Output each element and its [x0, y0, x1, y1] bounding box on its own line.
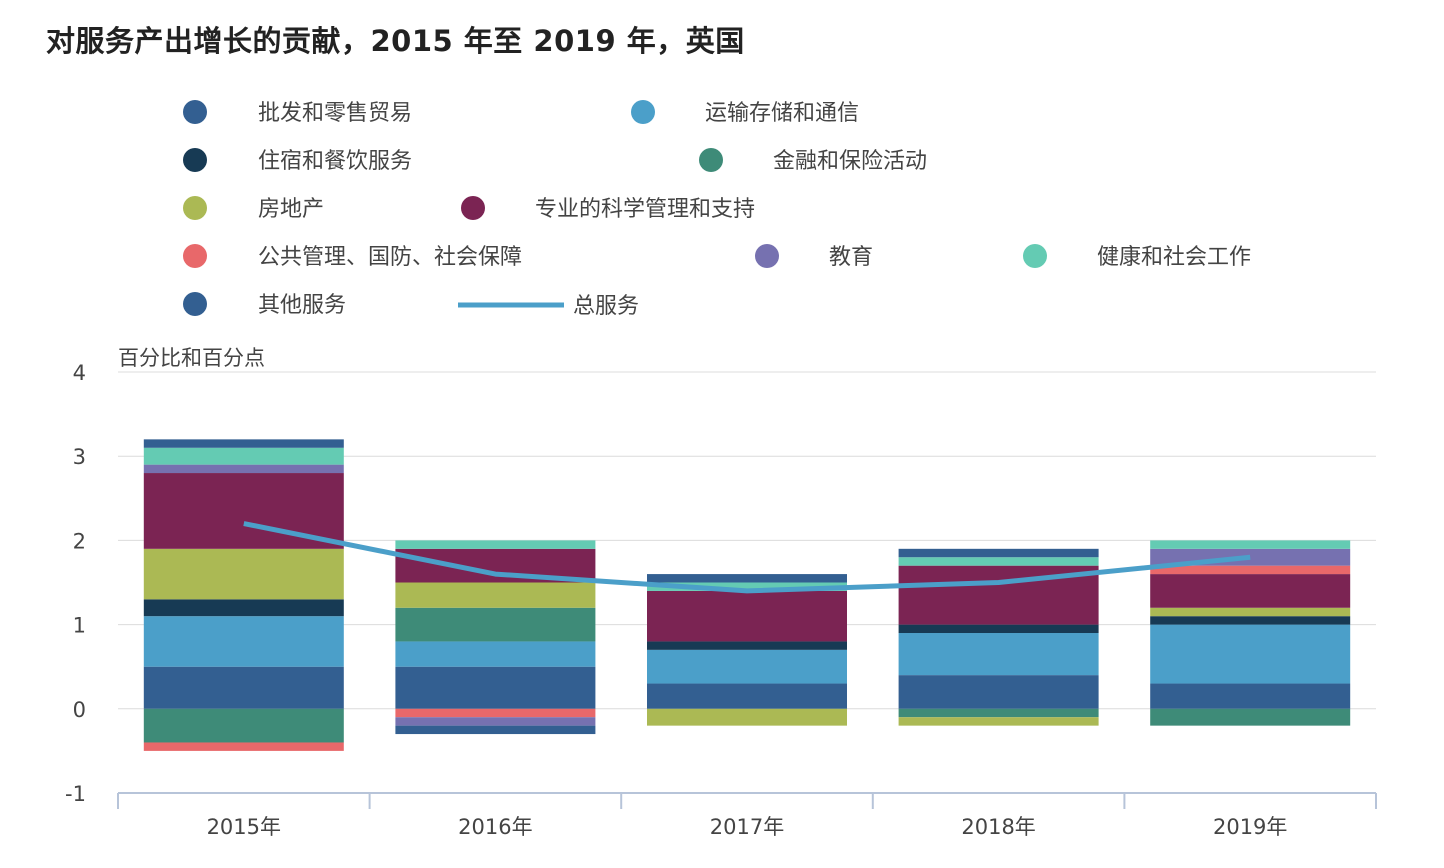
bar-5-series-7 [1150, 565, 1351, 575]
y-tick-label-4: 4 [73, 361, 86, 385]
bar-5-series-3 [1150, 616, 1351, 625]
bar-1-series-10 [143, 439, 344, 448]
bar-4-series-5 [898, 717, 1099, 726]
bar-4-series-3 [898, 624, 1099, 634]
legend-swatch-2 [631, 100, 655, 124]
bar-2-series-8 [395, 717, 596, 726]
bar-4-series-9 [898, 557, 1099, 566]
bar-3-series-2 [647, 649, 847, 684]
bar-1-series-7 [143, 742, 344, 751]
bar-1-series-9 [143, 447, 344, 465]
bar-5-series-1 [1150, 683, 1351, 709]
y-tick-label-2: 2 [73, 529, 86, 553]
legend-swatch-1 [183, 100, 207, 124]
bar-5-series-6 [1150, 574, 1351, 608]
legend-label-7: 公共管理、国防、社会保障 [258, 245, 522, 270]
legend-swatch-10 [183, 292, 207, 316]
legend-label-1: 批发和零售贸易 [258, 101, 412, 126]
legend-label-6: 专业的科学管理和支持 [535, 197, 755, 222]
x-tick-label-4: 2018年 [961, 815, 1035, 839]
bar-3-series-9 [647, 582, 847, 591]
legend-label-2: 运输存储和通信 [705, 101, 859, 126]
bar-1-series-8 [143, 464, 344, 474]
bar-3-series-5 [647, 708, 847, 726]
bar-1-series-5 [143, 548, 344, 600]
legend-swatch-8 [755, 244, 779, 268]
chart-title: 对服务产出增长的贡献，2015 年至 2019 年，英国 [46, 24, 745, 58]
bar-2-series-7 [395, 708, 596, 718]
bar-3-series-3 [647, 641, 847, 650]
legend-swatch-4 [699, 148, 723, 172]
legend-label-total: 总服务 [573, 294, 639, 319]
bar-2-series-10 [395, 725, 596, 735]
bar-2-series-9 [395, 540, 596, 549]
legend-label-9: 健康和社会工作 [1097, 245, 1251, 270]
legend-label-5: 房地产 [258, 197, 324, 222]
x-tick-label-5: 2019年 [1213, 815, 1287, 839]
bar-4-series-2 [898, 633, 1099, 676]
legend-label-4: 金融和保险活动 [773, 149, 927, 174]
y-tick-label-1: 1 [73, 614, 86, 638]
bar-2-series-2 [395, 641, 596, 667]
bar-1-series-3 [143, 599, 344, 617]
bar-2-series-1 [395, 666, 596, 709]
bar-5-series-2 [1150, 624, 1351, 684]
legend-swatch-6 [461, 196, 485, 220]
legend-swatch-7 [183, 244, 207, 268]
bar-2-series-5 [395, 582, 596, 608]
bar-1-series-1 [143, 666, 344, 709]
y-tick-label-0: 0 [73, 698, 86, 722]
bar-5-series-5 [1150, 607, 1351, 617]
total-services-line [243, 521, 1251, 594]
y-tick-label--1: -1 [65, 782, 86, 806]
legend-label-10: 其他服务 [258, 293, 346, 318]
bar-3-series-1 [647, 683, 847, 709]
bar-1-series-4 [143, 708, 344, 743]
bar-3-series-10 [647, 574, 847, 583]
x-tick-label-2: 2016年 [458, 815, 532, 839]
bar-5-series-4 [1150, 708, 1351, 726]
bar-2-series-4 [395, 607, 596, 642]
legend-label-3: 住宿和餐饮服务 [258, 149, 412, 174]
legend-swatch-3 [183, 148, 207, 172]
y-axis-label: 百分比和百分点 [118, 346, 265, 370]
bar-5-series-9 [1150, 540, 1351, 549]
y-tick-label-3: 3 [73, 445, 86, 469]
bar-4-series-4 [898, 708, 1099, 718]
legend-swatch-5 [183, 196, 207, 220]
bar-4-series-10 [898, 548, 1099, 558]
legend-swatch-9 [1023, 244, 1047, 268]
bar-1-series-2 [143, 616, 344, 667]
x-tick-label-3: 2017年 [710, 815, 784, 839]
x-tick-label-1: 2015年 [207, 815, 281, 839]
legend-label-8: 教育 [829, 245, 873, 270]
bar-4-series-1 [898, 675, 1099, 709]
bar-3-series-6 [647, 590, 847, 642]
